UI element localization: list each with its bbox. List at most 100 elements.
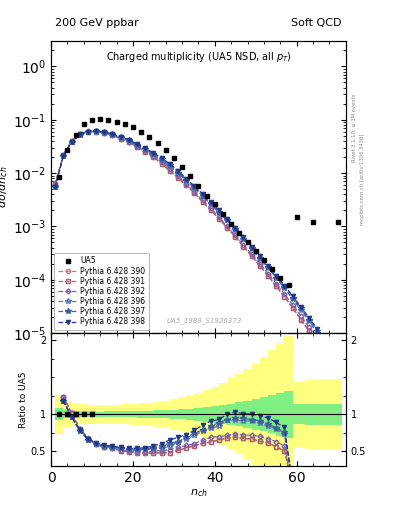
Text: Rivet 3.1.10; ≥ 3M events: Rivet 3.1.10; ≥ 3M events — [352, 94, 357, 162]
Pythia 6.428 397 — [176, 170, 180, 176]
UA5 — [196, 183, 201, 189]
Pythia 6.428 392 — [217, 214, 221, 220]
Pythia 6.428 397 — [323, 340, 328, 346]
Pythia 6.428 390 — [135, 144, 140, 150]
Pythia 6.428 392 — [282, 291, 287, 297]
Pythia 6.428 396 — [167, 164, 172, 170]
Pythia 6.428 391 — [225, 225, 230, 231]
Pythia 6.428 392 — [315, 335, 320, 342]
Pythia 6.428 397 — [135, 142, 140, 148]
Pythia 6.428 396 — [217, 210, 221, 216]
Pythia 6.428 391 — [94, 129, 99, 135]
Pythia 6.428 392 — [53, 182, 57, 188]
Pythia 6.428 392 — [274, 281, 279, 287]
UA5 — [278, 274, 283, 281]
Pythia 6.428 391 — [86, 129, 90, 135]
UA5 — [155, 140, 160, 146]
Pythia 6.428 397 — [208, 200, 213, 206]
Pythia 6.428 397 — [118, 134, 123, 140]
UA5 — [98, 116, 103, 122]
Text: mcplots.cern.ch [arXiv:1306.3436]: mcplots.cern.ch [arXiv:1306.3436] — [360, 134, 365, 225]
Pythia 6.428 392 — [192, 189, 197, 195]
Pythia 6.428 396 — [159, 158, 164, 164]
Pythia 6.428 391 — [282, 294, 287, 300]
Pythia 6.428 396 — [282, 285, 287, 291]
Pythia 6.428 391 — [290, 305, 295, 311]
Pythia 6.428 398 — [184, 176, 189, 182]
Pythia 6.428 390 — [307, 328, 311, 334]
Pythia 6.428 398 — [110, 131, 115, 137]
UA5 — [237, 230, 242, 236]
Pythia 6.428 392 — [323, 348, 328, 354]
Pythia 6.428 391 — [102, 130, 107, 136]
Pythia 6.428 396 — [200, 193, 205, 199]
UA5 — [253, 248, 258, 254]
Pythia 6.428 398 — [290, 293, 295, 299]
UA5 — [114, 119, 119, 125]
Pythia 6.428 392 — [94, 128, 99, 134]
Pythia 6.428 397 — [225, 217, 230, 223]
Pythia 6.428 398 — [127, 137, 131, 143]
Pythia 6.428 396 — [151, 152, 156, 158]
Pythia 6.428 396 — [298, 307, 303, 313]
Pythia 6.428 396 — [233, 227, 238, 233]
Pythia 6.428 390 — [323, 352, 328, 358]
Pythia 6.428 390 — [127, 139, 131, 145]
Pythia 6.428 390 — [102, 130, 107, 136]
Pythia 6.428 390 — [266, 272, 270, 279]
Pythia 6.428 396 — [102, 130, 107, 136]
Pythia 6.428 390 — [282, 294, 287, 300]
Pythia 6.428 392 — [184, 181, 189, 187]
Pythia 6.428 391 — [69, 138, 74, 144]
Pythia 6.428 398 — [192, 183, 197, 189]
Pythia 6.428 391 — [151, 154, 156, 160]
Pythia 6.428 392 — [307, 324, 311, 330]
Pythia 6.428 396 — [127, 138, 131, 144]
Pythia 6.428 398 — [274, 272, 279, 279]
Pythia 6.428 391 — [315, 340, 320, 346]
Pythia 6.428 392 — [225, 223, 230, 229]
Pythia 6.428 390 — [53, 181, 57, 187]
Pythia 6.428 392 — [176, 173, 180, 179]
Line: Pythia 6.428 390: Pythia 6.428 390 — [53, 130, 327, 357]
Pythia 6.428 398 — [77, 132, 82, 138]
Pythia 6.428 397 — [266, 264, 270, 270]
Pythia 6.428 390 — [69, 138, 74, 144]
Pythia 6.428 397 — [86, 129, 90, 135]
Pythia 6.428 396 — [225, 217, 230, 223]
Pythia 6.428 397 — [257, 254, 262, 261]
Pythia 6.428 391 — [53, 181, 57, 187]
UA5 — [81, 121, 86, 127]
Pythia 6.428 390 — [241, 244, 246, 250]
Pythia 6.428 396 — [241, 237, 246, 243]
UA5 — [130, 124, 135, 131]
Pythia 6.428 390 — [315, 340, 320, 346]
Pythia 6.428 390 — [192, 190, 197, 196]
UA5 — [286, 282, 291, 288]
Y-axis label: Ratio to UA5: Ratio to UA5 — [19, 371, 28, 428]
Pythia 6.428 398 — [61, 153, 66, 159]
Pythia 6.428 397 — [127, 137, 131, 143]
Pythia 6.428 391 — [118, 136, 123, 142]
Pythia 6.428 396 — [143, 146, 148, 152]
Pythia 6.428 391 — [110, 132, 115, 138]
Pythia 6.428 390 — [225, 225, 230, 231]
Pythia 6.428 390 — [249, 253, 254, 259]
Pythia 6.428 396 — [315, 330, 320, 336]
Pythia 6.428 391 — [217, 216, 221, 222]
Pythia 6.428 398 — [53, 184, 57, 190]
Pythia 6.428 390 — [208, 207, 213, 214]
Pythia 6.428 392 — [298, 313, 303, 319]
X-axis label: $n_{ch}$: $n_{ch}$ — [189, 487, 208, 499]
Pythia 6.428 396 — [307, 318, 311, 324]
Pythia 6.428 397 — [298, 305, 303, 311]
Text: Soft QCD: Soft QCD — [292, 18, 342, 28]
Pythia 6.428 391 — [307, 328, 311, 334]
Pythia 6.428 397 — [282, 284, 287, 290]
Pythia 6.428 398 — [315, 326, 320, 332]
UA5 — [180, 164, 184, 170]
UA5 — [270, 266, 275, 272]
Pythia 6.428 392 — [249, 251, 254, 258]
Pythia 6.428 390 — [143, 149, 148, 155]
Pythia 6.428 396 — [118, 135, 123, 141]
